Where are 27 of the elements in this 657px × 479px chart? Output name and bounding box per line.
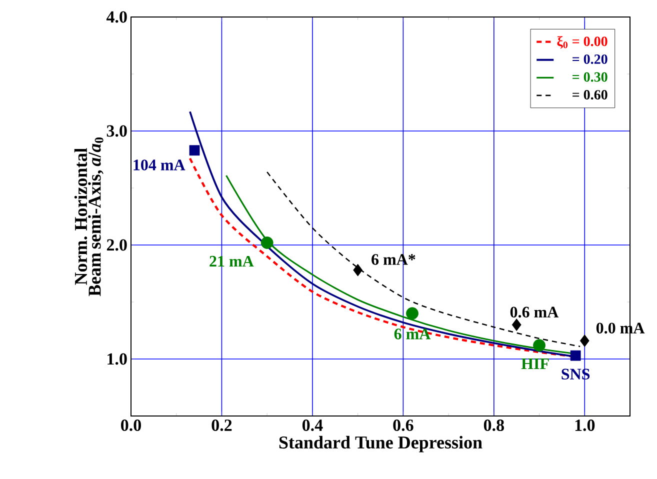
point <box>512 318 522 331</box>
x-axis-title: Standard Tune Depression <box>279 436 482 452</box>
legend-label: = 0.30 <box>572 72 608 82</box>
point <box>533 339 546 352</box>
x-tick-label: 0.0 <box>121 420 141 432</box>
x-tick-label: 1.0 <box>575 420 595 432</box>
x-tick-label: 0.6 <box>393 420 414 432</box>
point <box>260 236 274 249</box>
point <box>189 145 200 156</box>
point <box>570 350 581 361</box>
annotation: 0.6 mA <box>510 306 559 318</box>
y-tick-label: 4.0 <box>106 11 127 23</box>
point <box>580 334 590 347</box>
point <box>406 307 418 320</box>
point <box>353 264 363 276</box>
legend-label: ξ$_{0}$ = 0.00 <box>557 36 608 49</box>
x-tick-label: 0.2 <box>212 420 232 432</box>
annotation: 6 mA <box>394 328 431 340</box>
y-tick-label: 2.0 <box>106 239 127 251</box>
y-tick-label: 1.0 <box>108 353 127 365</box>
x-tick-label: 0.4 <box>302 420 323 432</box>
annotation: 104 mA <box>134 160 186 170</box>
legend-label: = 0.20 <box>572 54 608 64</box>
legend-label: = 0.60 <box>572 90 608 100</box>
y-tick-label: 3.0 <box>106 125 127 137</box>
annotation: HIF <box>521 358 549 369</box>
x-tick-label: 0.8 <box>484 420 504 432</box>
